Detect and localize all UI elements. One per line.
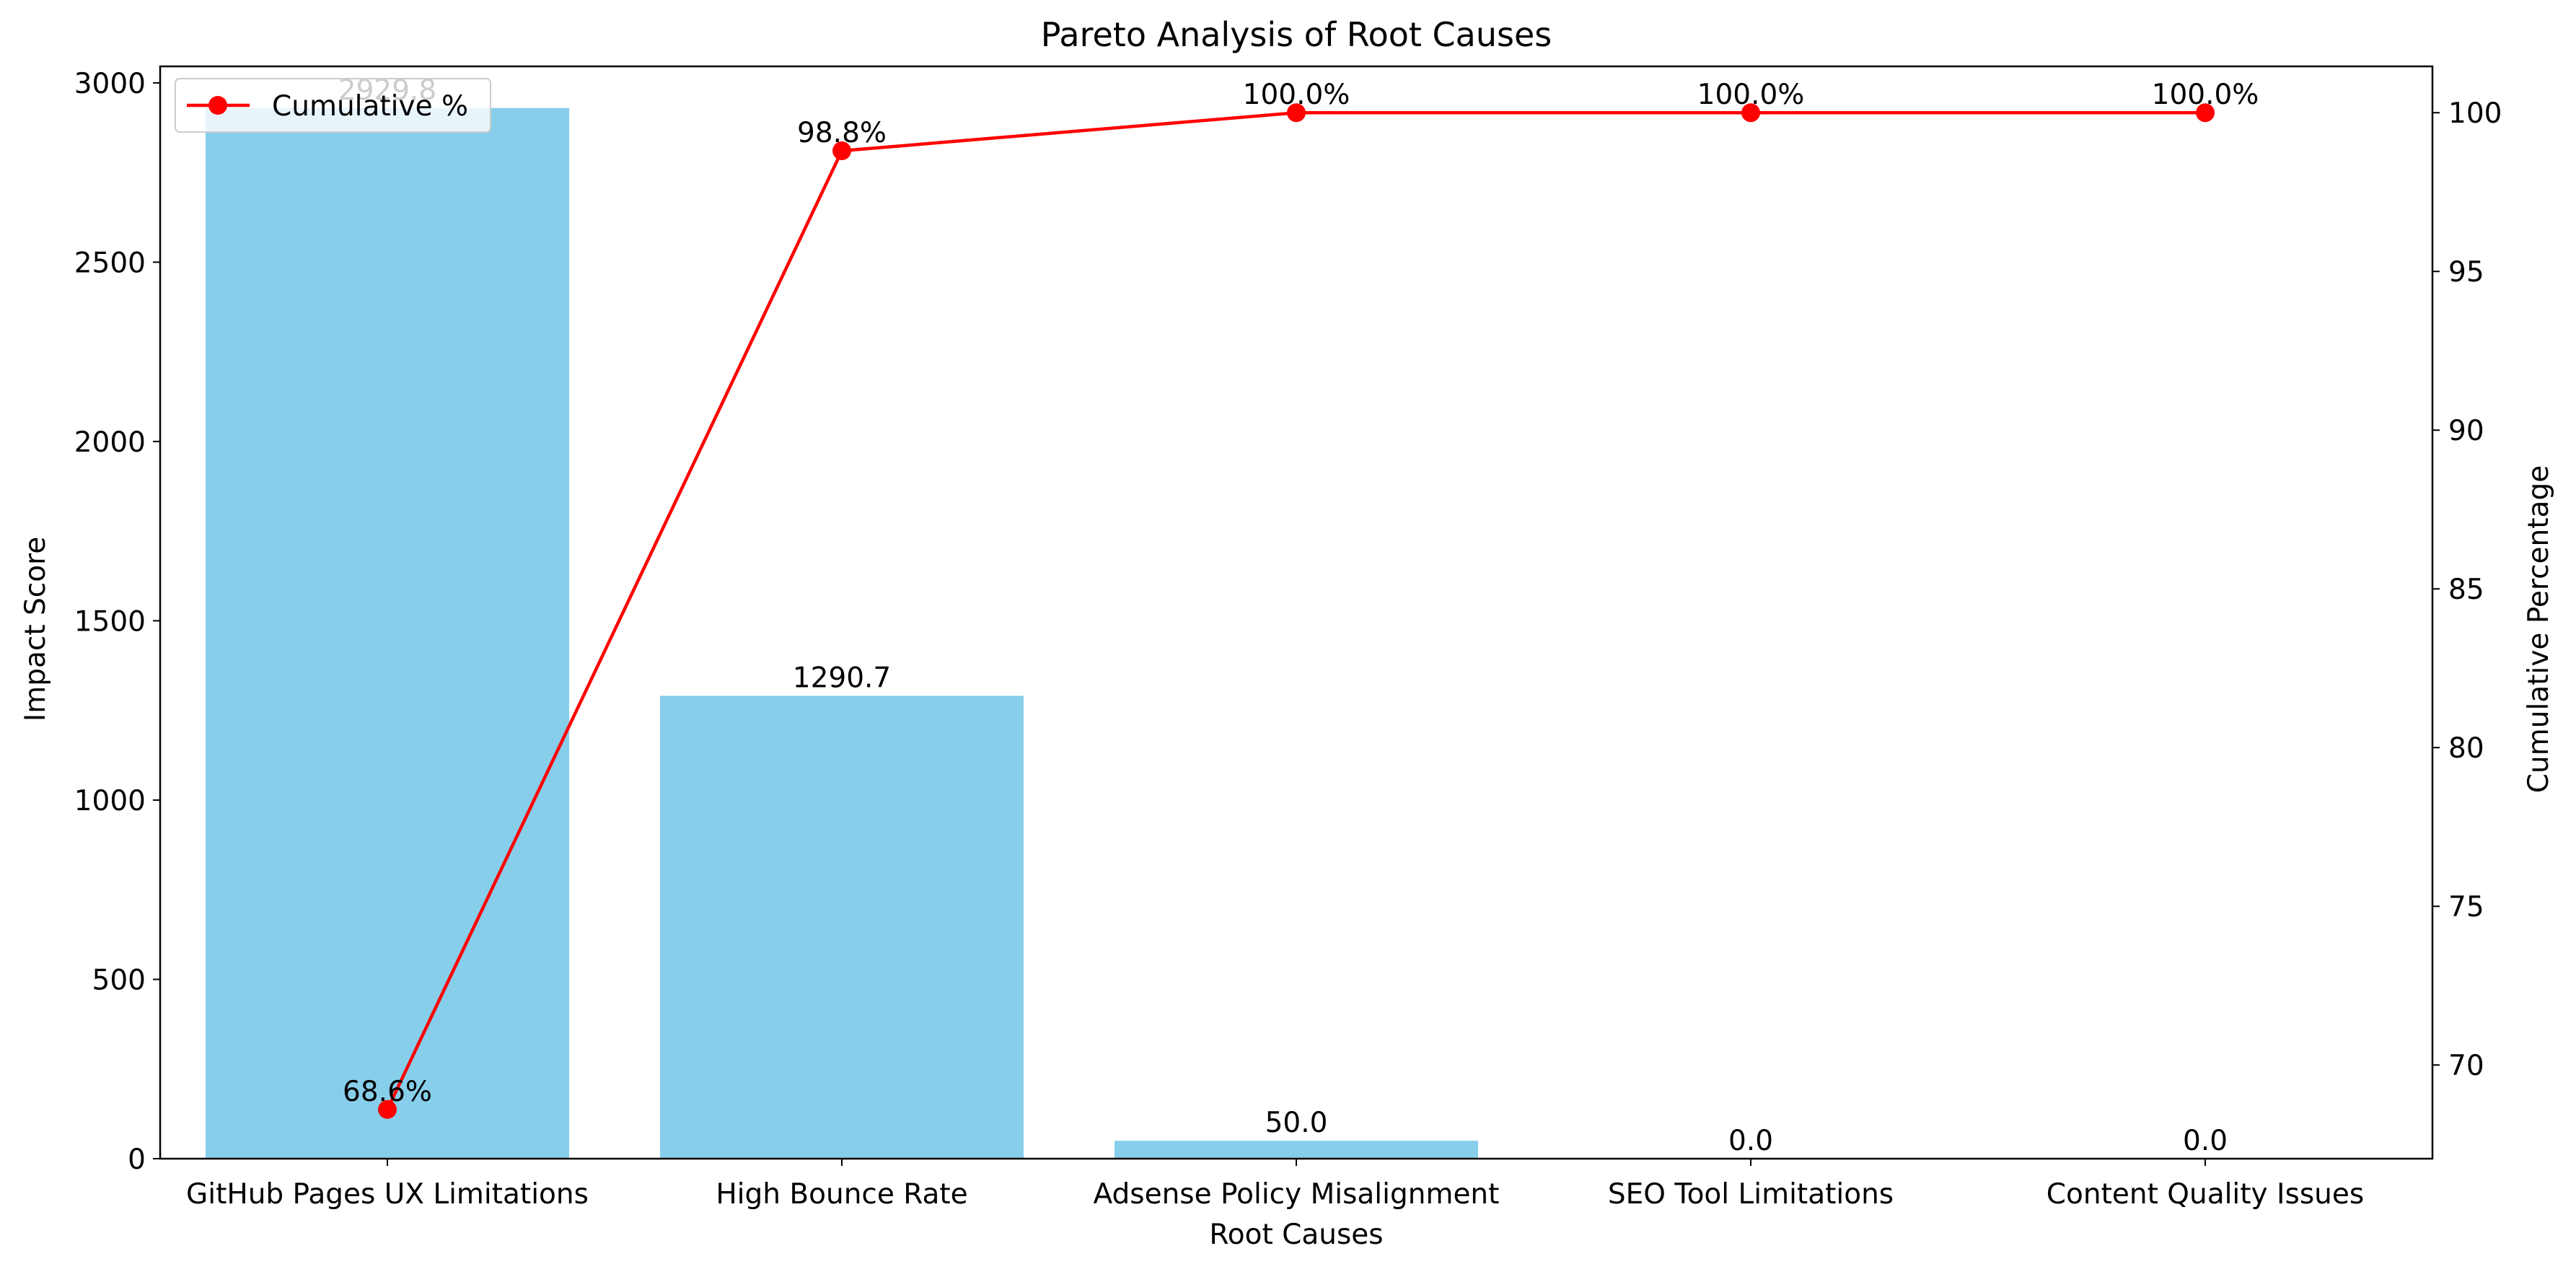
y-tick-label-3: 1000 <box>74 785 146 817</box>
x-tick-label-3: Adsense Policy Misalignment <box>1094 1178 1500 1211</box>
bar-1 <box>206 107 569 1159</box>
bars-layer <box>206 107 1478 1159</box>
cumulative-label-4: 100.0% <box>1697 79 1805 111</box>
cumulative-marker-4 <box>1741 103 1760 123</box>
y2-tick-label-7: 100 <box>2448 97 2502 130</box>
legend-box <box>175 78 491 133</box>
y-axis-title: Impact Score <box>19 537 52 722</box>
y2-axis-title: Cumulative Percentage <box>2523 465 2555 793</box>
bar-2 <box>660 695 1024 1159</box>
cumulative-line-layer <box>378 103 2215 1119</box>
x-tick-label-4: SEO Tool Limitations <box>1608 1178 1894 1211</box>
x-axis-title: Root Causes <box>1209 1219 1383 1251</box>
y-tick-label-1: 0 <box>128 1144 146 1176</box>
legend-marker-swatch <box>208 96 227 115</box>
y2-tick-label-5: 90 <box>2448 415 2484 447</box>
chart-title: Pareto Analysis of Root Causes <box>1041 15 1552 54</box>
legend-label: Cumulative % <box>272 90 468 123</box>
y-tick-label-5: 2000 <box>74 426 146 459</box>
cumulative-label-3: 100.0% <box>1243 79 1350 111</box>
bar-3 <box>1115 1141 1478 1159</box>
x-tick-label-1: GitHub Pages UX Limitations <box>186 1178 589 1211</box>
cumulative-label-5: 100.0% <box>2152 79 2259 111</box>
y2-tick-label-2: 75 <box>2448 891 2484 923</box>
y2-tick-label-3: 80 <box>2448 732 2484 765</box>
legend: Cumulative % <box>175 78 491 133</box>
y2-tick-label-4: 85 <box>2448 574 2484 606</box>
y2-tick-label-1: 70 <box>2448 1050 2484 1082</box>
cumulative-marker-5 <box>2196 103 2215 123</box>
bar-value-label-3: 50.0 <box>1265 1107 1328 1139</box>
y2-tick-label-6: 95 <box>2448 256 2484 289</box>
cumulative-marker-3 <box>1287 103 1306 123</box>
cumulative-label-1: 68.6% <box>343 1076 432 1108</box>
axes-layer: 0 500 1000 1500 2000 2500 3000 70 75 80 85 90 95 100 G… <box>74 65 2502 1211</box>
y-tick-label-4: 1500 <box>74 605 146 638</box>
y-tick-label-6: 2500 <box>74 247 146 279</box>
y-tick-label-2: 500 <box>92 964 146 996</box>
bar-value-label-4: 0.0 <box>1728 1125 1773 1157</box>
bar-value-label-2: 1290.7 <box>793 662 891 694</box>
x-tick-label-5: Content Quality Issues <box>2047 1178 2364 1211</box>
y-tick-label-7: 3000 <box>74 68 146 100</box>
cumulative-label-2: 98.8% <box>797 117 887 149</box>
cumulative-marker-1 <box>378 1100 397 1119</box>
x-tick-label-2: High Bounce Rate <box>716 1178 967 1211</box>
data-labels-layer: 2929.81290.750.00.00.068.6%98.8%100.0%10… <box>338 74 2259 1157</box>
cumulative-marker-2 <box>832 141 851 161</box>
bar-value-label-5: 0.0 <box>2183 1125 2228 1157</box>
